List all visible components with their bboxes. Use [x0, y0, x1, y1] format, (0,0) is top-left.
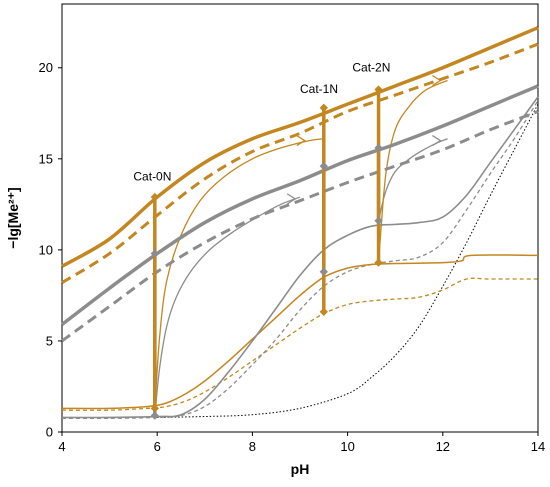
marker-4: [319, 103, 328, 112]
marker-3: [150, 411, 159, 420]
marker-6: [319, 267, 328, 276]
x-tick-label: 8: [249, 439, 256, 454]
y-tick-label: 20: [39, 60, 53, 75]
y-tick-label: 5: [46, 333, 53, 348]
arrowhead-0: [286, 193, 297, 205]
annotations-layer: Cat-0N Cat-1N Cat-2N: [133, 60, 390, 183]
marker-0: [150, 192, 159, 202]
series-orange-thick-solid: [61, 26, 539, 268]
series-gray-thin-rise-0N: [154, 196, 301, 416]
series-gray-thick-solid: [60, 84, 539, 326]
series-gray-thin-solid-1: [61, 96, 539, 419]
marker-8: [374, 85, 383, 94]
y-tick-label: 10: [39, 242, 53, 257]
annotation-cat-0n: Cat-0N: [133, 170, 171, 184]
y-tick-label: 0: [46, 425, 53, 440]
y-axis-ticks: 0 5 10 15 20: [39, 60, 62, 440]
series-orange-thick-dashed: [61, 42, 539, 284]
series-black-dotted: [157, 103, 539, 418]
arrows-layer: [286, 74, 442, 205]
marker-5: [319, 161, 328, 171]
x-tick-label: 14: [531, 439, 545, 454]
plot-frame: [61, 3, 539, 433]
series-gray-thick-dashed: [61, 110, 539, 343]
x-tick-label: 4: [58, 439, 65, 454]
marker-7: [319, 307, 328, 316]
marker-11: [374, 258, 383, 267]
markers-layer: [150, 85, 383, 420]
arrowhead-1: [296, 135, 306, 147]
x-tick-label: 6: [154, 439, 161, 454]
series-orange-thin-rise-2N: [377, 79, 448, 263]
x-axis-label: pH: [291, 461, 310, 477]
x-tick-label: 12: [436, 439, 450, 454]
marker-9: [374, 143, 383, 153]
y-axis-label: −lg[Me²⁺]: [5, 187, 21, 248]
series-orange-thin-dashed: [61, 277, 538, 411]
series-orange-thin-solid: [61, 254, 539, 410]
series-orange-thin-rise-0N: [154, 138, 324, 409]
series-gray-thin-dashed: [61, 100, 539, 420]
annotation-cat-2n: Cat-2N: [352, 60, 390, 74]
marker-10: [374, 216, 383, 225]
x-tick-label: 10: [340, 439, 354, 454]
y-tick-label: 15: [39, 151, 53, 166]
marker-1: [150, 249, 159, 258]
verticals-layer: [153, 89, 381, 416]
annotation-cat-1n: Cat-1N: [300, 82, 338, 96]
arrowhead-3: [432, 74, 442, 87]
arrowhead-2: [432, 135, 442, 147]
x-axis-ticks: 4 6 8 10 12 14: [58, 432, 545, 454]
